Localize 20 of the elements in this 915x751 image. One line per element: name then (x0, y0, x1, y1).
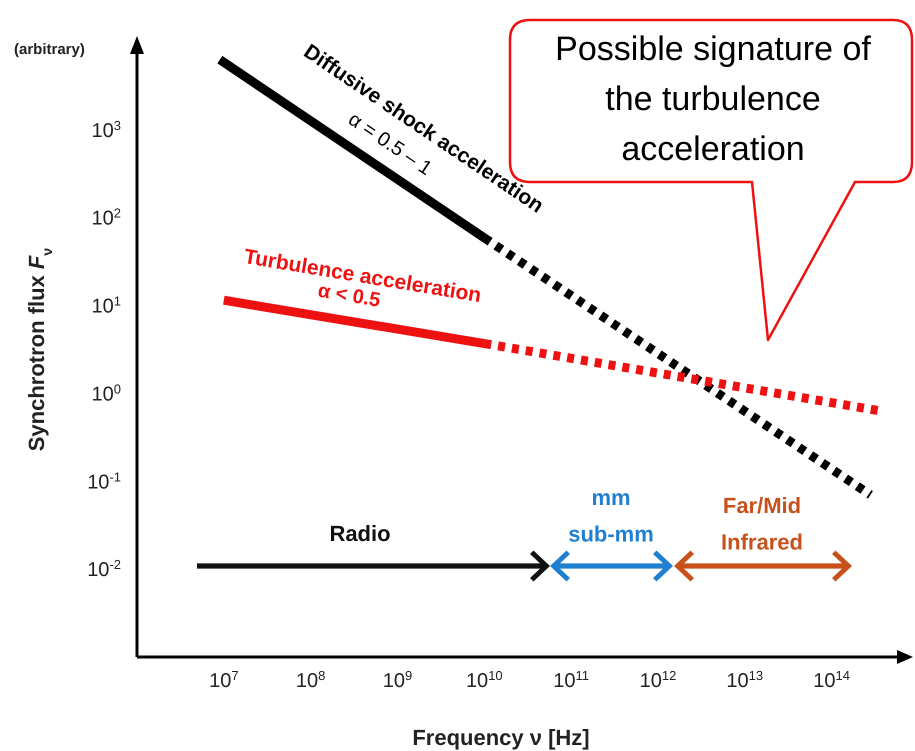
y-tick-label: 10$^{1}$ (92, 293, 121, 318)
x-tick-label: 10$^{8}$ (296, 668, 326, 692)
x-tick-label: 10$^{11}$ (553, 668, 590, 692)
text: (arbitrary) (14, 41, 85, 58)
annotation: mm sub-mm (568, 485, 654, 546)
annotation: Radio (329, 521, 391, 546)
x-tick-label: 10$^{7}$ (209, 668, 239, 692)
x-tick-label: 10$^{9}$ (382, 668, 412, 692)
y-tick-label: 10$^{-1}$ (87, 468, 121, 494)
x-axis-title: Frequency ν [Hz] (412, 725, 590, 750)
annotation: Possible signature of the turbulence acceleration (555, 30, 871, 168)
y-tick-label: 10$^{2}$ (92, 205, 121, 230)
x-tick-label: 10$^{10}$ (466, 668, 503, 692)
x-tick-label: 10$^{13}$ (726, 668, 764, 692)
x-tick-label: 10$^{12}$ (640, 668, 676, 692)
annotation: Far/Mid Infrared (721, 493, 803, 554)
x-tick-label: 10$^{14}$ (813, 668, 850, 692)
y-tick-label: 10$^{3}$ (92, 117, 121, 142)
y-tick-label: 10$^{-2}$ (87, 556, 121, 582)
y-tick-label: 10$^{0}$ (92, 380, 121, 406)
